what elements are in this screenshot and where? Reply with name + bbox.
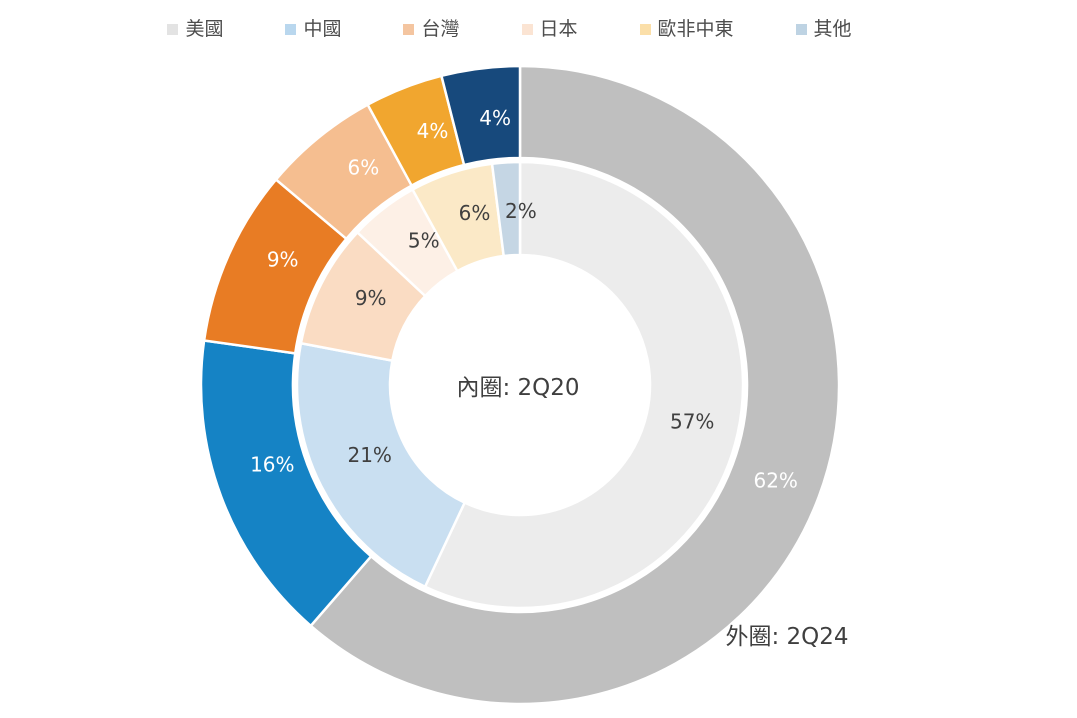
- outer-ring-data-label-3: 6%: [348, 156, 380, 180]
- legend-label: 中國: [303, 18, 342, 40]
- inner-ring-annotation: 內圈: 2Q20: [456, 375, 580, 401]
- inner-ring-segment-0: [423, 160, 745, 610]
- legend-label: 日本: [539, 18, 578, 40]
- outer-ring-data-label-1: 16%: [250, 453, 294, 477]
- legend-item-3: 日本: [521, 18, 578, 40]
- legend-label: 美國: [185, 18, 224, 40]
- legend-swatch-icon: [639, 24, 651, 35]
- legend-swatch-icon: [403, 24, 415, 35]
- legend-label: 歐非中東: [657, 18, 734, 40]
- outer-ring-annotation: 外圈: 2Q24: [725, 624, 849, 650]
- legend-item-5: 其他: [795, 18, 852, 40]
- outer-ring-data-label-0: 62%: [753, 469, 797, 493]
- outer-ring-data-label-5: 4%: [479, 106, 511, 130]
- legend-swatch-icon: [795, 24, 807, 35]
- legend-swatch-icon: [167, 24, 179, 35]
- inner-ring-segment-5: [490, 160, 522, 258]
- legend-item-2: 台灣: [403, 18, 460, 40]
- outer-ring-data-label-4: 4%: [417, 119, 449, 143]
- inner-ring-data-label-0: 57%: [670, 410, 714, 434]
- inner-ring-data-label-5: 2%: [505, 199, 537, 223]
- inner-ring-data-label-3: 5%: [408, 229, 440, 253]
- legend-label: 台灣: [421, 18, 460, 40]
- legend-swatch-icon: [285, 24, 297, 35]
- outer-ring-segment-5: [440, 64, 522, 167]
- outer-ring-segment-0: [309, 64, 841, 706]
- inner-ring-data-label-2: 9%: [355, 286, 387, 310]
- inner-ring-data-label-1: 21%: [347, 443, 391, 467]
- legend-item-1: 中國: [285, 20, 341, 39]
- legend-swatch-icon: [521, 24, 533, 35]
- outer-ring-data-label-2: 9%: [267, 248, 299, 272]
- chart-legend: 美國 中國 台灣 日本 歐非中東 其他: [0, 20, 1077, 39]
- legend-item-0: 美國: [167, 20, 223, 39]
- legend-item-4: 歐非中東: [639, 18, 734, 40]
- inner-ring-segment-1: [295, 341, 466, 589]
- inner-ring-data-label-4: 6%: [459, 201, 491, 225]
- legend-label: 其他: [813, 18, 852, 40]
